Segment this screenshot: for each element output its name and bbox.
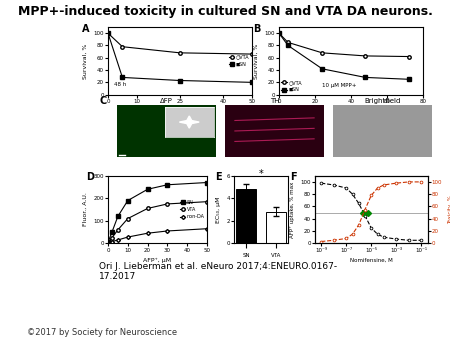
- VTA: [204, 200, 210, 204]
- Text: A: A: [82, 24, 90, 34]
- Line: ○VTA: ○VTA: [106, 31, 254, 56]
- SN: [145, 187, 150, 191]
- SN: [165, 183, 170, 187]
- ◼SN: [363, 75, 368, 79]
- SN: [204, 180, 210, 185]
- ○VTA: [177, 51, 183, 55]
- VTA: [109, 236, 115, 240]
- Bar: [236, 189, 256, 243]
- VTA: [105, 241, 111, 245]
- Line: non-DA: non-DA: [107, 227, 208, 244]
- Title: ΔFP: ΔFP: [160, 98, 173, 104]
- non-DA: [165, 229, 170, 233]
- SN: [115, 214, 121, 218]
- Y-axis label: Survival, %: Survival, %: [83, 43, 88, 78]
- Text: *: *: [259, 169, 263, 179]
- Title: Brightfield: Brightfield: [364, 98, 400, 104]
- X-axis label: MPP⁺, μM: MPP⁺, μM: [166, 110, 194, 115]
- Line: SN: SN: [106, 181, 209, 244]
- ○VTA: [276, 31, 282, 35]
- Y-axis label: Toxicity, %: Toxicity, %: [448, 195, 450, 224]
- non-DA: [109, 240, 115, 244]
- Y-axis label: EC₅₀, μM: EC₅₀, μM: [216, 196, 221, 223]
- ○VTA: [120, 45, 125, 49]
- Bar: [266, 212, 286, 243]
- ◼SN: [120, 75, 125, 79]
- Text: B: B: [253, 24, 261, 34]
- X-axis label: Time, h: Time, h: [339, 110, 363, 114]
- Legend: ○VTA, ◼SN: ○VTA, ◼SN: [281, 80, 302, 92]
- Text: MPP+-induced toxicity in cultured SN and VTA DA neurons.: MPP+-induced toxicity in cultured SN and…: [18, 5, 432, 18]
- non-DA: [105, 241, 111, 245]
- SN: [105, 240, 111, 244]
- ○VTA: [320, 51, 325, 55]
- ◼SN: [320, 67, 325, 71]
- Text: F: F: [290, 172, 297, 183]
- Text: C: C: [99, 96, 106, 106]
- ○VTA: [406, 54, 411, 58]
- ◼SN: [105, 31, 111, 35]
- non-DA: [204, 227, 210, 231]
- ◼SN: [406, 77, 411, 81]
- Y-axis label: Fluor., A.U.: Fluor., A.U.: [83, 193, 88, 226]
- Line: ○VTA: ○VTA: [277, 31, 410, 58]
- Legend: ○VTA, ◼SN: ○VTA, ◼SN: [229, 55, 250, 67]
- VTA: [165, 202, 170, 206]
- VTA: [125, 217, 130, 221]
- ◼SN: [285, 44, 291, 48]
- ◼SN: [177, 78, 183, 82]
- ◼SN: [249, 80, 255, 84]
- Text: Ori J. Lieberman et al. eNeuro 2017;4:ENEURO.0167-
17.2017: Ori J. Lieberman et al. eNeuro 2017;4:EN…: [99, 262, 337, 281]
- VTA: [115, 228, 121, 232]
- Text: 10 μM MPP+: 10 μM MPP+: [322, 82, 357, 88]
- non-DA: [145, 231, 150, 235]
- SN: [125, 198, 130, 202]
- Line: ◼SN: ◼SN: [277, 31, 410, 81]
- X-axis label: Nomifensine, M: Nomifensine, M: [350, 258, 392, 263]
- VTA: [145, 207, 150, 211]
- ○VTA: [363, 54, 368, 58]
- Title: TH: TH: [270, 98, 279, 104]
- ○VTA: [249, 52, 255, 56]
- ◼SN: [276, 31, 282, 35]
- Y-axis label: AFP⁺ uptake, % max: AFP⁺ uptake, % max: [289, 182, 295, 238]
- non-DA: [115, 238, 121, 242]
- ○VTA: [285, 40, 291, 44]
- SN: [109, 230, 115, 234]
- Text: E: E: [215, 172, 222, 183]
- Y-axis label: Survival, %: Survival, %: [254, 43, 259, 78]
- Text: ©2017 by Society for Neuroscience: ©2017 by Society for Neuroscience: [27, 328, 177, 337]
- Text: 48 h: 48 h: [114, 82, 126, 87]
- non-DA: [125, 235, 130, 239]
- Legend: SN, VTA, non-DA: SN, VTA, non-DA: [180, 200, 205, 219]
- X-axis label: AFP⁺, μM: AFP⁺, μM: [144, 258, 171, 263]
- Text: D: D: [86, 172, 94, 183]
- Line: VTA: VTA: [106, 200, 209, 244]
- ○VTA: [105, 31, 111, 35]
- Line: ◼SN: ◼SN: [106, 31, 254, 84]
